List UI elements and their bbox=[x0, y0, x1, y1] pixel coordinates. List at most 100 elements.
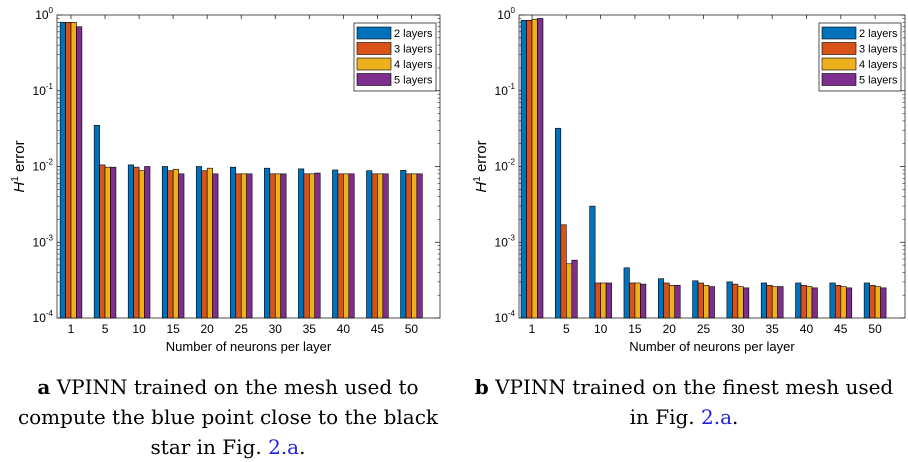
caption-a-figure-link[interactable]: 2.a bbox=[268, 435, 300, 459]
bar-4-layers-25 bbox=[703, 285, 710, 319]
x-tick-label: 25 bbox=[697, 322, 711, 336]
bar-4-layers-40 bbox=[806, 286, 813, 319]
chart-panel-b: 100 10-1 10-2 10-3 10-4 1 5 10 15 20 25 30 35 40 45 50 N… bbox=[454, 0, 908, 458]
x-tick-label: 50 bbox=[405, 322, 419, 336]
x-axis-label: Number of neurons per layer bbox=[629, 339, 795, 354]
bar-2-layers-40 bbox=[332, 169, 339, 319]
bar-5-layers-10 bbox=[144, 166, 151, 319]
x-tick-label: 50 bbox=[868, 322, 882, 336]
bar-2-layers-20 bbox=[657, 278, 665, 319]
y-tick-label: 10-4 bbox=[33, 309, 54, 325]
y-tick-label: 10-4 bbox=[495, 309, 516, 325]
bar-5-layers-35 bbox=[777, 286, 784, 319]
bar-4-layers-45 bbox=[377, 173, 384, 319]
bar-5-layers-1 bbox=[537, 18, 544, 319]
caption-b-figure-link[interactable]: 2.a bbox=[701, 405, 733, 429]
x-tick-label: 15 bbox=[628, 322, 642, 336]
bar-2-layers-5 bbox=[555, 127, 562, 319]
bar-4-layers-20 bbox=[206, 167, 213, 319]
bar-5-layers-45 bbox=[382, 173, 389, 319]
x-tick-label: 5 bbox=[563, 322, 570, 336]
y-tick-label: 10-1 bbox=[495, 82, 516, 98]
legend-swatch-3-layers bbox=[821, 42, 857, 55]
bar-3-layers-1 bbox=[526, 20, 533, 319]
bar-5-layers-40 bbox=[348, 173, 355, 319]
bar-4-layers-25 bbox=[240, 173, 247, 319]
bar-3-layers-20 bbox=[663, 282, 670, 319]
bar-3-layers-10 bbox=[133, 166, 140, 319]
bar-3-layers-50 bbox=[405, 173, 412, 319]
x-tick-label: 35 bbox=[303, 322, 317, 336]
bar-2-layers-1 bbox=[520, 20, 527, 319]
y-tick-label: 100 bbox=[35, 6, 53, 22]
legend-swatch-2-layers bbox=[821, 26, 857, 40]
x-tick-label: 30 bbox=[731, 322, 745, 336]
x-tick-label: 10 bbox=[594, 322, 608, 336]
y-tick-label: 10-1 bbox=[33, 82, 54, 98]
bar-2-layers-5 bbox=[93, 124, 100, 319]
caption-a-end: . bbox=[299, 435, 306, 459]
bar-2-layers-45 bbox=[366, 170, 373, 319]
x-tick-label: 40 bbox=[337, 322, 351, 336]
x-tick-label: 15 bbox=[166, 322, 180, 336]
bar-4-layers-10 bbox=[138, 170, 145, 319]
x-axis-label: Number of neurons per layer bbox=[166, 339, 332, 354]
bar-2-layers-35 bbox=[760, 282, 767, 319]
bar-4-layers-1 bbox=[70, 22, 77, 319]
bar-3-layers-40 bbox=[800, 285, 807, 319]
bar-2-layers-45 bbox=[829, 282, 836, 319]
legend-label-4-layers: 4 layers bbox=[859, 59, 898, 71]
legend-swatch-5-layers bbox=[821, 73, 857, 86]
bar-4-layers-45 bbox=[840, 286, 847, 319]
bar-2-layers-50 bbox=[863, 282, 870, 319]
bar-2-layers-15 bbox=[623, 267, 630, 319]
y-axis-label: H1 error bbox=[10, 140, 28, 192]
caption-b-text: VPINN trained on the finest mesh used in… bbox=[488, 375, 894, 429]
x-tick-label: 20 bbox=[200, 322, 214, 336]
x-tick-label: 45 bbox=[371, 322, 385, 336]
bar-5-layers-35 bbox=[314, 172, 321, 319]
bar-2-layers-10 bbox=[127, 164, 134, 319]
bar-2-layers-1 bbox=[59, 22, 66, 319]
bar-4-layers-30 bbox=[274, 173, 282, 319]
bar-2-layers-10 bbox=[589, 205, 596, 319]
x-tick-label: 1 bbox=[529, 322, 536, 336]
bar-4-layers-50 bbox=[411, 173, 418, 319]
legend-label-5-layers: 5 layers bbox=[394, 75, 433, 87]
bar-5-layers-50 bbox=[880, 287, 887, 319]
bar-2-layers-30 bbox=[264, 167, 271, 319]
bar-5-layers-15 bbox=[178, 173, 185, 319]
bar-3-layers-1 bbox=[65, 22, 72, 319]
bar-3-layers-30 bbox=[269, 173, 276, 319]
bar-4-layers-35 bbox=[771, 286, 778, 319]
x-tick-label: 10 bbox=[132, 322, 146, 336]
bar-2-layers-25 bbox=[230, 166, 237, 319]
legend-label-4-layers: 4 layers bbox=[394, 59, 433, 71]
legend-swatch-4-layers bbox=[821, 57, 857, 71]
x-tick-label: 45 bbox=[834, 322, 848, 336]
bar-3-layers-35 bbox=[303, 173, 310, 319]
legend-label-3-layers: 3 layers bbox=[859, 44, 898, 56]
bar-4-layers-40 bbox=[343, 173, 350, 319]
bar-4-layers-10 bbox=[600, 282, 607, 319]
x-tick-label: 35 bbox=[765, 322, 779, 336]
bar-5-layers-30 bbox=[280, 173, 287, 319]
legend-label-2-layers: 2 layers bbox=[859, 28, 898, 40]
bar-5-layers-40 bbox=[811, 287, 818, 319]
legend-swatch-2-layers bbox=[356, 26, 392, 40]
y-tick-label: 10-2 bbox=[495, 158, 516, 174]
legend-swatch-5-layers bbox=[356, 73, 392, 86]
bar-4-layers-35 bbox=[309, 173, 316, 319]
bar-4-layers-5 bbox=[566, 263, 573, 319]
legend-swatch-3-layers bbox=[356, 42, 392, 55]
legend-label-3-layers: 3 layers bbox=[394, 44, 433, 56]
bar-5-layers-5 bbox=[571, 259, 578, 319]
bar-3-layers-5 bbox=[99, 164, 106, 319]
bar-5-layers-15 bbox=[640, 283, 647, 319]
bar-2-layers-20 bbox=[195, 166, 203, 319]
bar-4-layers-15 bbox=[172, 168, 179, 319]
bar-2-layers-15 bbox=[161, 166, 168, 319]
bar-2-layers-40 bbox=[795, 282, 802, 319]
bar-4-layers-20 bbox=[668, 285, 676, 319]
bar-5-layers-25 bbox=[246, 173, 253, 319]
